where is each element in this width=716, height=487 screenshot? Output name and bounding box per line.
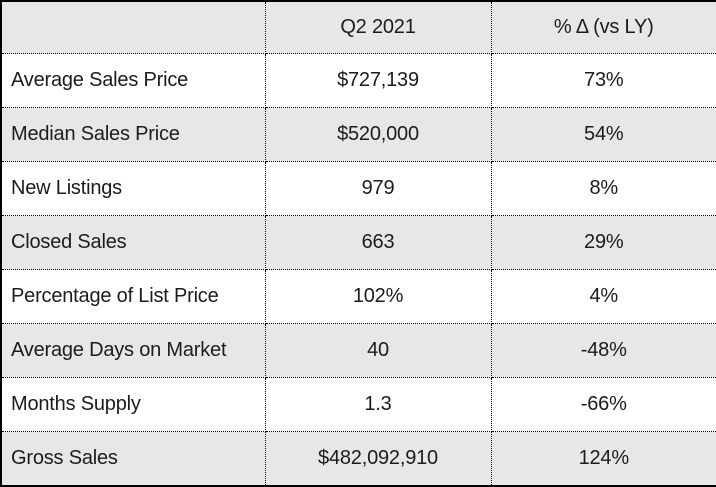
value-median-sales-price: $520,000 (264, 107, 492, 163)
header-pct-delta-vs-ly: % Δ (vs LY) (490, 0, 716, 54)
table-row: Months Supply 1.3 -66% (0, 377, 716, 433)
table-row: Average Sales Price $727,139 73% (0, 52, 716, 109)
row-label-median-sales-price: Median Sales Price (0, 107, 266, 163)
header-metric (0, 0, 266, 54)
table-body: Average Sales Price $727,139 73% Median … (0, 52, 716, 487)
delta-average-days-on-market: -48% (490, 323, 716, 379)
value-gross-sales: $482,092,910 (264, 431, 492, 487)
header-q2-2021: Q2 2021 (264, 0, 492, 54)
value-new-listings: 979 (264, 161, 492, 217)
table-row: Gross Sales $482,092,910 124% (0, 431, 716, 487)
delta-months-supply: -66% (490, 377, 716, 433)
row-label-new-listings: New Listings (0, 161, 266, 217)
value-average-days-on-market: 40 (264, 323, 492, 379)
table-row: Closed Sales 663 29% (0, 215, 716, 271)
table-row: Median Sales Price $520,000 54% (0, 107, 716, 163)
table-row: New Listings 979 8% (0, 161, 716, 217)
table-row: Average Days on Market 40 -48% (0, 323, 716, 379)
row-label-closed-sales: Closed Sales (0, 215, 266, 271)
row-label-percentage-of-list-price: Percentage of List Price (0, 269, 266, 325)
value-percentage-of-list-price: 102% (264, 269, 492, 325)
row-label-average-sales-price: Average Sales Price (0, 52, 266, 109)
value-closed-sales: 663 (264, 215, 492, 271)
delta-average-sales-price: 73% (490, 52, 716, 109)
delta-median-sales-price: 54% (490, 107, 716, 163)
delta-closed-sales: 29% (490, 215, 716, 271)
table-header: Q2 2021 % Δ (vs LY) (0, 0, 716, 54)
row-label-months-supply: Months Supply (0, 377, 266, 433)
delta-gross-sales: 124% (490, 431, 716, 487)
row-label-average-days-on-market: Average Days on Market (0, 323, 266, 379)
value-average-sales-price: $727,139 (264, 52, 492, 109)
delta-percentage-of-list-price: 4% (490, 269, 716, 325)
header-row: Q2 2021 % Δ (vs LY) (0, 0, 716, 54)
row-label-gross-sales: Gross Sales (0, 431, 266, 487)
table-row: Percentage of List Price 102% 4% (0, 269, 716, 325)
value-months-supply: 1.3 (264, 377, 492, 433)
delta-new-listings: 8% (490, 161, 716, 217)
